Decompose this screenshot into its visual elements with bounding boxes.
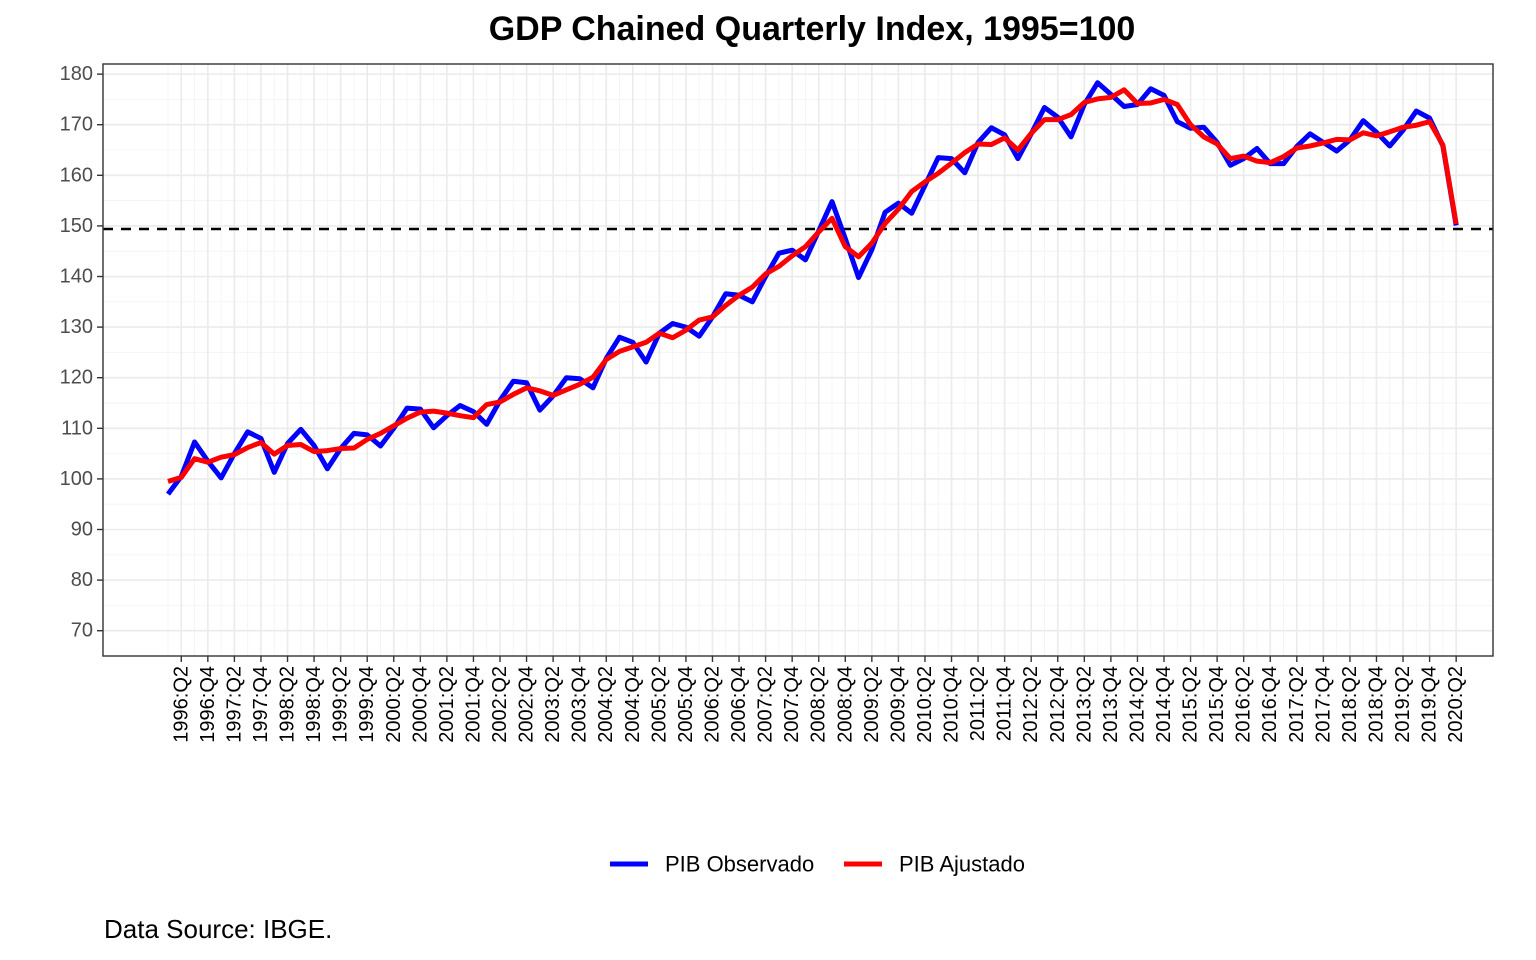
x-tick-label: 2013:Q4 [1100, 666, 1122, 743]
x-tick-label: 2020:Q2 [1445, 666, 1467, 743]
x-tick-label: 1997:Q2 [223, 666, 245, 743]
plot-panel [102, 63, 1494, 657]
x-tick-label: 1999:Q2 [330, 666, 352, 743]
legend-label: PIB Ajustado [899, 852, 1025, 877]
chart-title: GDP Chained Quarterly Index, 1995=100 [489, 10, 1136, 48]
x-tick-label: 2001:Q2 [436, 666, 458, 743]
x-tick-label: 1998:Q4 [303, 666, 325, 743]
x-tick-label: 2010:Q2 [914, 666, 936, 743]
x-tick-label: 2012:Q2 [1020, 666, 1042, 743]
y-tick-label: 160 [60, 164, 93, 186]
x-tick-label: 2005:Q4 [675, 666, 697, 743]
x-tick-label: 2009:Q4 [887, 666, 909, 743]
y-tick-label: 120 [60, 367, 93, 389]
x-tick-label: 2007:Q2 [755, 666, 777, 743]
x-tick-label: 1998:Q2 [277, 666, 299, 743]
y-tick-label: 150 [60, 215, 93, 237]
x-tick-label: 2000:Q4 [409, 666, 431, 743]
x-tick-label: 2000:Q2 [383, 666, 405, 743]
y-axis: 70 80 90 100 110 120 130 140 150 160 170 180 [60, 63, 103, 642]
x-tick-label: 2011:Q2 [967, 666, 989, 741]
x-tick-label: 2016:Q4 [1259, 666, 1281, 743]
x-tick-label: 2014:Q4 [1153, 666, 1175, 743]
x-tick-label: 2006:Q2 [701, 666, 723, 743]
x-tick-label: 2016:Q2 [1233, 666, 1255, 743]
y-tick-label: 100 [60, 468, 93, 490]
series-layer [165, 80, 1459, 496]
x-tick-label: 2009:Q2 [861, 666, 883, 743]
x-tick-label: 2004:Q2 [595, 666, 617, 743]
x-tick-label: 2017:Q4 [1312, 666, 1334, 743]
plot-panel-background [103, 64, 1493, 656]
x-tick-label: 2014:Q2 [1126, 666, 1148, 743]
x-tick-label: 2008:Q2 [808, 666, 830, 743]
x-tick-label: 2018:Q4 [1365, 666, 1387, 743]
x-tick-label: 2010:Q4 [941, 666, 963, 743]
x-axis: 1996:Q2 1996:Q4 1997:Q2 1997:Q4 1998:Q2 1998:… [170, 656, 1467, 743]
y-tick-label: 80 [71, 569, 93, 591]
x-tick-label: 1999:Q4 [356, 666, 378, 743]
x-tick-label: 2002:Q4 [516, 666, 538, 743]
series-line-pib-observado [165, 80, 1459, 496]
legend-label: PIB Observado [665, 852, 814, 877]
x-tick-label: 2011:Q4 [994, 666, 1016, 741]
x-tick-label: 2001:Q4 [462, 666, 484, 743]
y-tick-label: 130 [60, 316, 93, 338]
y-tick-label: 70 [71, 620, 93, 642]
x-tick-label: 2003:Q2 [542, 666, 564, 743]
y-tick-label: 180 [60, 63, 93, 85]
x-tick-label: 2005:Q2 [648, 666, 670, 743]
x-tick-label: 2018:Q2 [1339, 666, 1361, 743]
x-tick-label: 2003:Q4 [569, 666, 591, 743]
x-tick-label: 2015:Q4 [1206, 666, 1228, 743]
x-tick-label: 2019:Q2 [1392, 666, 1414, 743]
x-tick-label: 2017:Q2 [1286, 666, 1308, 743]
x-tick-label: 2019:Q4 [1419, 666, 1441, 743]
x-tick-label: 2015:Q2 [1180, 666, 1202, 743]
series-line-pib-ajustado [167, 87, 1459, 484]
x-tick-label: 1996:Q2 [170, 666, 192, 743]
plot-panel-border [102, 63, 1494, 657]
grid-lines [103, 64, 1493, 656]
x-tick-label: 2002:Q2 [489, 666, 511, 743]
x-tick-label: 1996:Q4 [197, 666, 219, 743]
y-tick-label: 90 [71, 519, 93, 541]
legend: PIB Observado PIB Ajustado [610, 852, 1025, 877]
x-tick-label: 2006:Q4 [728, 666, 750, 743]
x-tick-label: 2013:Q2 [1073, 666, 1095, 743]
x-tick-label: 1997:Q4 [250, 666, 272, 743]
data-source-caption: Data Source: IBGE. [104, 914, 332, 944]
x-tick-label: 2004:Q4 [622, 666, 644, 743]
x-tick-label: 2012:Q4 [1047, 666, 1069, 743]
x-tick-label: 2007:Q4 [781, 666, 803, 743]
y-tick-label: 170 [60, 114, 93, 136]
y-tick-label: 110 [61, 417, 93, 439]
y-tick-label: 140 [60, 266, 93, 288]
x-tick-label: 2008:Q4 [834, 666, 856, 743]
